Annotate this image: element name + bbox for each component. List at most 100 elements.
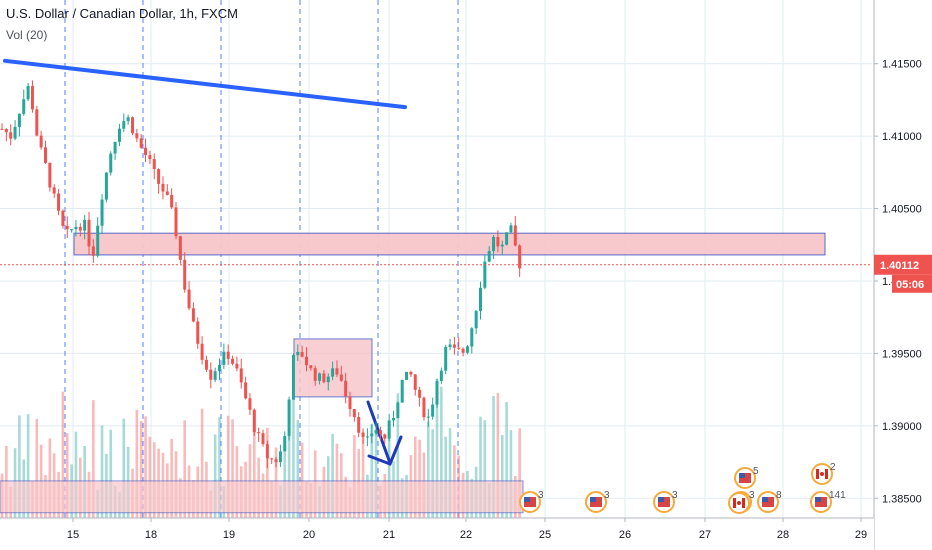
- candle-body: [487, 251, 491, 262]
- candle-body: [513, 225, 517, 246]
- candle-body: [457, 347, 461, 349]
- candle-body: [326, 376, 330, 383]
- usd-event-icon[interactable]: 8: [757, 490, 782, 513]
- usd-event-icon[interactable]: 3: [585, 490, 610, 513]
- candle-body: [96, 225, 100, 256]
- candle-body: [287, 399, 291, 437]
- candle-body: [344, 380, 348, 397]
- candle-body: [265, 444, 269, 459]
- event-count: 141: [829, 490, 846, 501]
- arrow-head-left[interactable]: [367, 454, 392, 466]
- cad-event-icon[interactable]: 2: [811, 462, 836, 485]
- volume-bar: [109, 429, 113, 518]
- candle-body: [413, 374, 417, 390]
- volume-bar: [122, 418, 126, 518]
- time-tick-label: 22: [460, 529, 472, 541]
- candle-body: [200, 343, 204, 360]
- cad-event-icon[interactable]: [728, 492, 750, 514]
- time-tick-label: 28: [777, 529, 789, 541]
- candle-body: [104, 172, 108, 200]
- candle-body: [278, 451, 282, 462]
- arrow-head-right[interactable]: [388, 435, 403, 466]
- flag-band-right: [742, 498, 745, 508]
- symbol-title[interactable]: U.S. Dollar / Canadian Dollar, 1h, FXCM: [6, 6, 238, 21]
- volume-label[interactable]: Vol (20): [6, 28, 48, 42]
- candle-body: [61, 210, 65, 226]
- flag-canton: [815, 497, 821, 502]
- flag-band-right: [825, 469, 828, 479]
- candle-body: [461, 348, 465, 353]
- time-axis[interactable]: 15 18 19 20 21 22 25 26 27 28 29: [0, 517, 874, 550]
- usd-event-icon[interactable]: 5: [734, 466, 759, 489]
- volume-bar: [387, 433, 391, 518]
- candle-body: [57, 193, 61, 211]
- candle-body: [300, 351, 304, 357]
- candle-body: [196, 321, 200, 344]
- candle-body: [87, 219, 91, 247]
- volume-bar: [435, 379, 439, 518]
- volume-bar: [496, 392, 500, 518]
- volume-bar: [431, 429, 434, 518]
- volume-bar: [183, 420, 186, 518]
- maple-leaf: [820, 472, 824, 476]
- candle-body: [435, 380, 439, 405]
- volume-bar: [300, 442, 304, 518]
- price-tick-label: 1.40500: [882, 204, 922, 216]
- volume-zone[interactable]: [0, 480, 524, 514]
- time-tick-label: 29: [855, 529, 867, 541]
- volume-bar: [152, 442, 156, 518]
- candle-body: [26, 85, 30, 100]
- flag-canton: [658, 497, 664, 502]
- candles: [0, 80, 522, 469]
- volume-bar: [35, 418, 39, 518]
- candle-body: [470, 328, 474, 347]
- candle-body: [405, 371, 409, 380]
- candle-body: [387, 420, 391, 439]
- trend-line[interactable]: [3, 58, 407, 110]
- volume-bar: [296, 419, 300, 518]
- drawings[interactable]: [0, 58, 826, 514]
- event-markers[interactable]: 3 3 3 3 5 8 141 2: [519, 462, 846, 514]
- candle-body: [131, 117, 134, 134]
- volume-bar: [418, 439, 421, 518]
- candle-body: [409, 371, 413, 375]
- candle-body: [52, 187, 56, 194]
- volume-bar: [61, 391, 65, 518]
- candle-body: [313, 368, 317, 381]
- candle-body: [492, 236, 496, 252]
- volume-bar: [74, 431, 78, 518]
- candle-body: [48, 162, 52, 188]
- candle-body: [474, 310, 478, 329]
- volume-bar: [444, 436, 447, 518]
- usd-event-icon[interactable]: 3: [519, 490, 544, 513]
- time-tick-label: 19: [223, 529, 235, 541]
- volume-bar: [440, 386, 443, 518]
- event-count: 2: [830, 462, 836, 473]
- maple-leaf: [737, 501, 741, 505]
- usd-event-icon[interactable]: 141: [810, 490, 846, 513]
- volume-bar: [483, 420, 487, 518]
- time-tick-label: 26: [619, 529, 631, 541]
- price-tick-label: 1.41500: [882, 59, 922, 71]
- volume-bar: [292, 385, 295, 518]
- candle-body: [226, 351, 230, 359]
- volume-bar: [374, 429, 378, 518]
- resistance-zone[interactable]: [73, 232, 826, 256]
- countdown-value: 05:06: [896, 279, 924, 291]
- usd-event-icon[interactable]: 3: [653, 490, 678, 513]
- candle-body: [178, 236, 182, 260]
- candle-body: [78, 226, 82, 231]
- price-tick-label: 1.39000: [882, 421, 922, 433]
- price-axis[interactable]: 1.415001.410001.405001.400001.395001.390…: [873, 0, 932, 550]
- candle-body: [392, 418, 395, 421]
- candle-body: [509, 225, 513, 233]
- price-tick-label: 1.39500: [882, 348, 922, 360]
- event-count: 8: [776, 490, 782, 501]
- volume-bar: [448, 428, 452, 518]
- candle-body: [91, 246, 95, 256]
- volume-bar: [65, 433, 69, 518]
- candle-body: [374, 430, 378, 434]
- volume-bar: [231, 419, 234, 518]
- volume-bar: [148, 436, 152, 518]
